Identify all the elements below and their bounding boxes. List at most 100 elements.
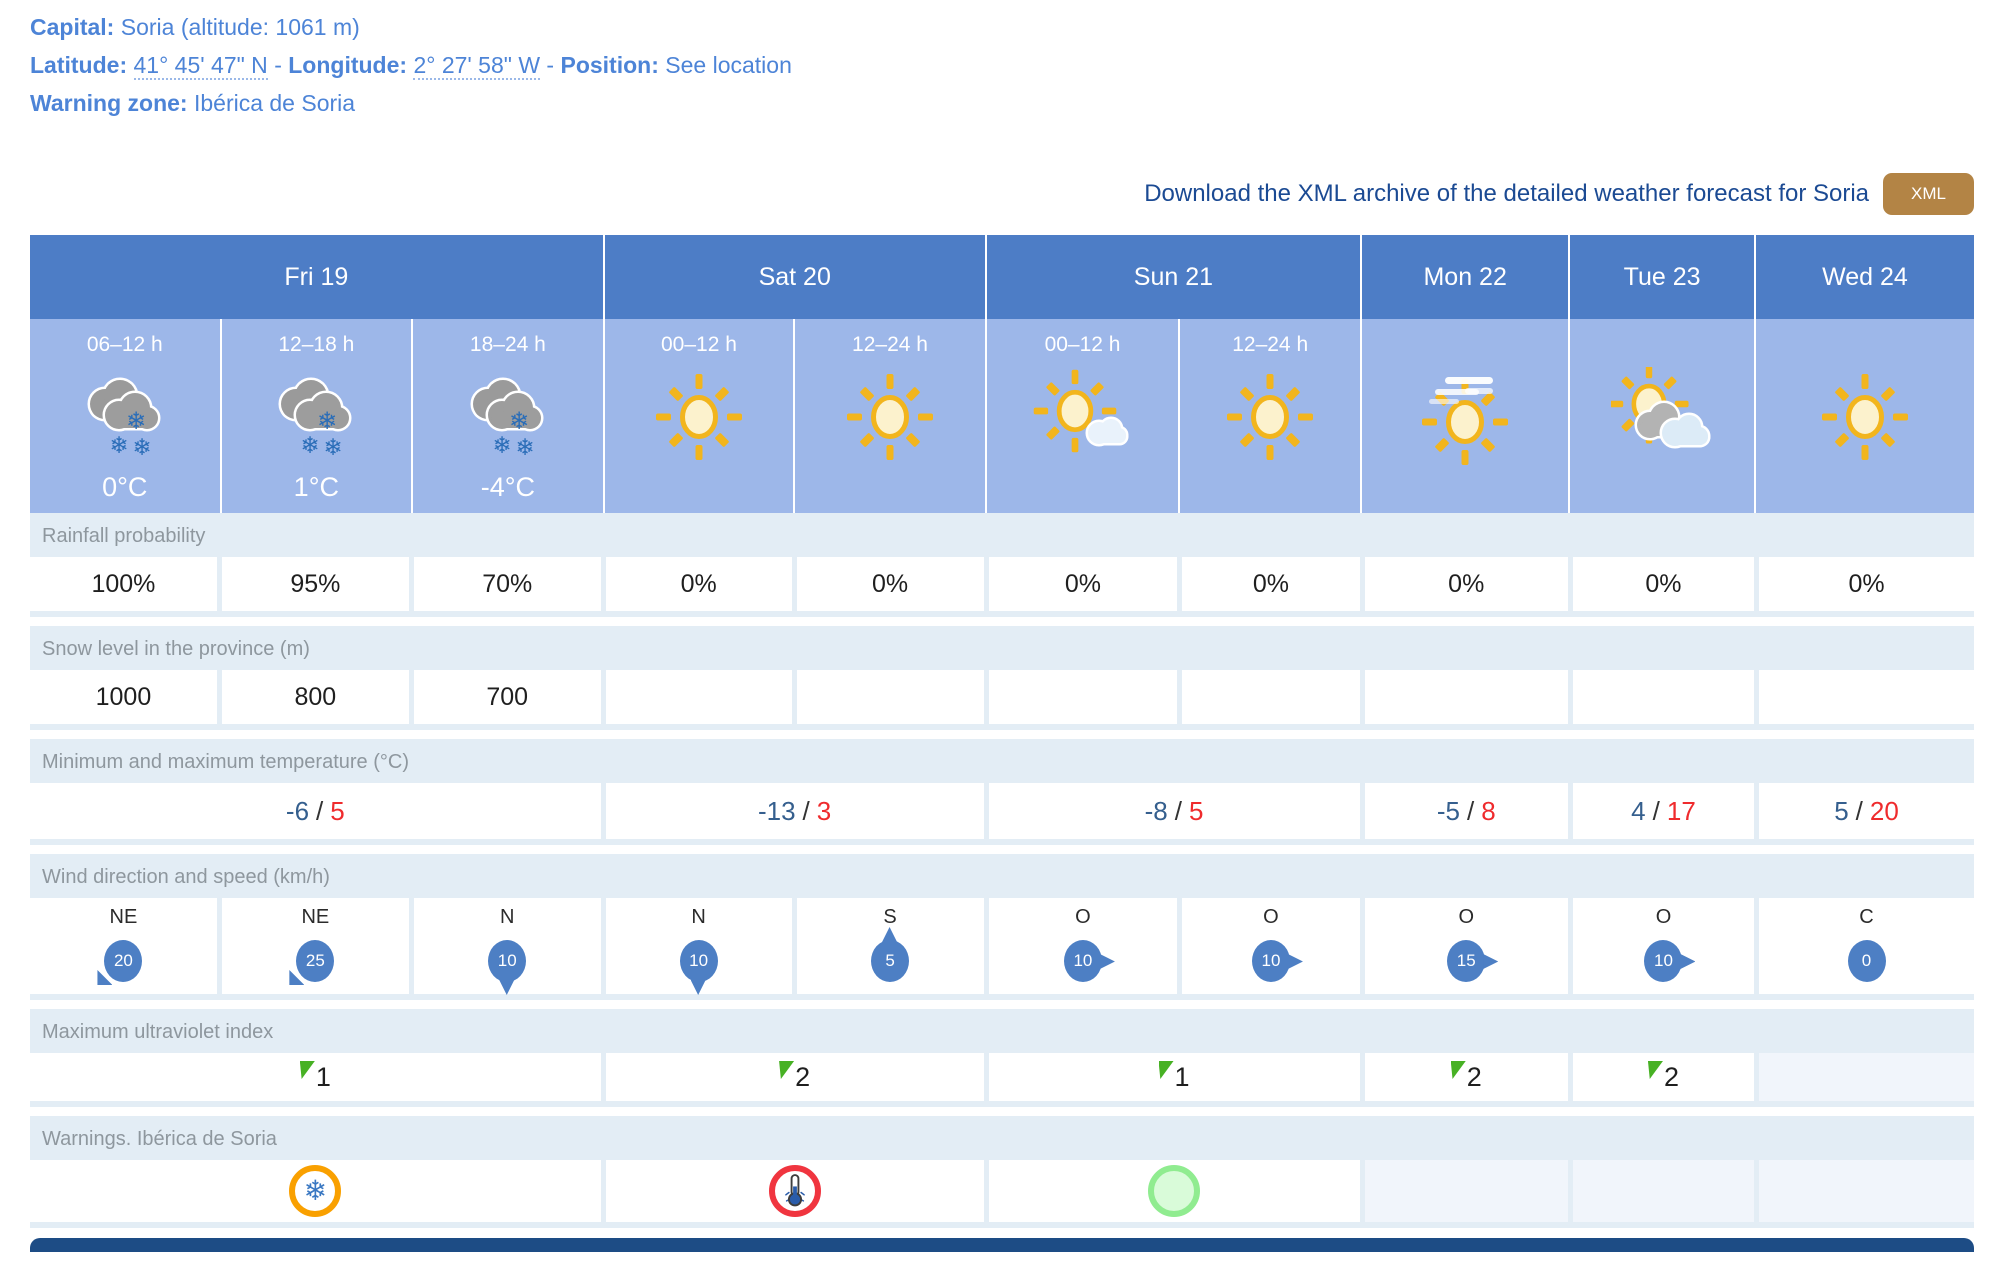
warning-cell: ❄ xyxy=(1364,1160,1568,1222)
wind-speed: 20 xyxy=(113,951,133,970)
wind-speed-icon: 0 xyxy=(1847,940,1886,982)
wind-speed-icon: 20 xyxy=(97,940,143,985)
forecast-table: Fri 19 Sat 20 Sun 21 Mon 22 Tue 23 Wed 2… xyxy=(30,235,1974,1228)
wind-direction: O xyxy=(1458,906,1475,928)
longitude-label: Longitude: xyxy=(288,52,408,78)
wind-arrow-icon xyxy=(289,970,305,985)
download-xml-link[interactable]: Download the XML archive of the detailed… xyxy=(1144,180,1870,207)
uv-value-cell: 2 xyxy=(1364,1053,1568,1101)
hours-label: 00–12 h xyxy=(660,333,737,356)
uv-label: Maximum ultraviolet index xyxy=(42,1021,274,1043)
rainfall-value: 0% xyxy=(988,557,1178,611)
wind-label: Wind direction and speed (km/h) xyxy=(42,866,330,888)
warning-zone-line: Warning zone: Ibérica de Soria xyxy=(30,90,1974,117)
hours-label: 12–24 h xyxy=(852,333,928,356)
wind-speed: 0 xyxy=(1861,951,1872,970)
temperature-value: -6 / 5 xyxy=(30,783,601,839)
temp-separator: / xyxy=(1855,795,1863,826)
wind-speed: 10 xyxy=(1654,951,1673,970)
uv-value: 2 xyxy=(1663,1061,1679,1092)
snow-level-value xyxy=(1759,670,1974,724)
icon-temperature: 0°C xyxy=(102,472,148,502)
forecast-icons-row: 06–12 h 0°C 12–18 h 1°C 18–24 h -4°C 00–… xyxy=(30,319,1974,513)
forecast-cell: 12–18 h 1°C xyxy=(221,319,412,513)
rainfall-value: 100% xyxy=(30,557,217,611)
temp-separator: / xyxy=(1174,795,1182,826)
snow-warning-icon: ❄ xyxy=(289,1165,342,1217)
rainfall-value: 0% xyxy=(1182,557,1360,611)
day-header-row: Fri 19 Sat 20 Sun 21 Mon 22 Tue 23 Wed 2… xyxy=(30,235,1974,319)
wind-direction: O xyxy=(1655,906,1672,928)
weather-icon xyxy=(1414,367,1516,467)
day-header-tue: Tue 23 xyxy=(1570,235,1754,319)
wind-arrow-icon xyxy=(690,980,706,995)
wind-cell: O 15 xyxy=(1364,898,1568,994)
temperature-value: -13 / 3 xyxy=(605,783,984,839)
rainfall-label: Rainfall probability xyxy=(42,525,206,547)
warning-zone-label: Warning zone: xyxy=(30,90,188,116)
weather-icon xyxy=(265,367,367,467)
xml-button[interactable]: XML xyxy=(1883,173,1974,215)
uv-value: 2 xyxy=(1466,1061,1482,1092)
uv-value-cell xyxy=(1759,1053,1974,1101)
wind-direction: C xyxy=(1859,906,1874,928)
uv-value: 1 xyxy=(315,1061,331,1092)
wind-direction: N xyxy=(500,906,515,928)
wind-arrow-icon xyxy=(97,970,113,985)
wind-cell: C 0 xyxy=(1759,898,1974,994)
forecast-cell: 12–24 h xyxy=(1180,319,1361,513)
wind-speed: 10 xyxy=(689,951,709,970)
temperature-warning-icon xyxy=(768,1165,821,1217)
wind-cell: O 10 xyxy=(1182,898,1360,994)
rainfall-value: 0% xyxy=(605,557,792,611)
forecast-cell: 06–12 h 0°C xyxy=(30,319,220,513)
warning-cell: ❄ xyxy=(605,1160,984,1222)
separator-dash: - xyxy=(274,52,282,78)
uv-value-cell: 1 xyxy=(988,1053,1360,1101)
wind-section: Wind direction and speed (km/h) NE 20 NE… xyxy=(30,854,1974,1000)
wind-cell: N 10 xyxy=(413,898,601,995)
wind-speed: 10 xyxy=(497,951,517,970)
uv-section: Maximum ultraviolet index 1 2 1 2 2 xyxy=(30,1009,1974,1107)
latitude-link[interactable]: 41° 45' 47" N xyxy=(133,52,268,80)
warning-cell: ❄ xyxy=(30,1160,601,1222)
latitude-label: Latitude: xyxy=(30,52,128,78)
hours-label: 12–24 h xyxy=(1232,333,1309,356)
day-header-wed: Wed 24 xyxy=(1755,235,1974,319)
rainfall-value: 95% xyxy=(221,557,409,611)
weather-icon xyxy=(74,367,176,467)
longitude-link[interactable]: 2° 27' 58" W xyxy=(413,52,541,80)
rainfall-value: 0% xyxy=(1572,557,1755,611)
weather-icon xyxy=(648,367,750,467)
forecast-cell xyxy=(1570,319,1754,513)
warnings-label: Warnings. Ibérica de Soria xyxy=(42,1128,277,1150)
forecast-cell: 18–24 h -4°C xyxy=(413,319,603,513)
separator-dash: - xyxy=(546,52,555,78)
day-header-mon: Mon 22 xyxy=(1362,235,1569,319)
footer-bar xyxy=(30,1238,1974,1252)
min-temp: -5 xyxy=(1436,795,1460,826)
wind-cell: O 10 xyxy=(1572,898,1755,994)
wind-arrow-icon xyxy=(499,980,515,995)
warning-cell: ❄ xyxy=(1572,1160,1755,1222)
wind-values-row: NE 20 NE 25 N 10 xyxy=(30,898,1974,995)
wind-speed: 15 xyxy=(1456,951,1476,970)
capital-line: Capital: Soria (altitude: 1061 m) xyxy=(30,14,1974,41)
uv-marker-icon xyxy=(1450,1061,1466,1079)
uv-value-cell: 2 xyxy=(605,1053,984,1101)
warnings-values-row: ❄ ❄ ❄ ❄ xyxy=(30,1160,1974,1222)
temp-separator: / xyxy=(1652,795,1660,826)
location-info: Capital: Soria (altitude: 1061 m) Latitu… xyxy=(30,0,1974,117)
warnings-section: Warnings. Ibérica de Soria ❄ ❄ ❄ xyxy=(30,1116,1974,1228)
rainfall-section: Rainfall probability 100% 95% 70% 0% 0% … xyxy=(30,513,1974,617)
wind-cell: S 5 xyxy=(796,898,984,994)
capital-value: Soria (altitude: 1061 m) xyxy=(120,14,360,40)
temp-separator: / xyxy=(316,795,324,826)
see-location-link[interactable]: See location xyxy=(665,52,792,78)
wind-cell: O 10 xyxy=(988,898,1178,994)
wind-speed-icon: 10 xyxy=(488,940,527,995)
wind-arrow-icon xyxy=(1287,954,1303,969)
wind-arrow-icon xyxy=(1680,954,1696,969)
snow-level-value: 700 xyxy=(413,670,601,724)
day-header-sat: Sat 20 xyxy=(604,235,985,319)
